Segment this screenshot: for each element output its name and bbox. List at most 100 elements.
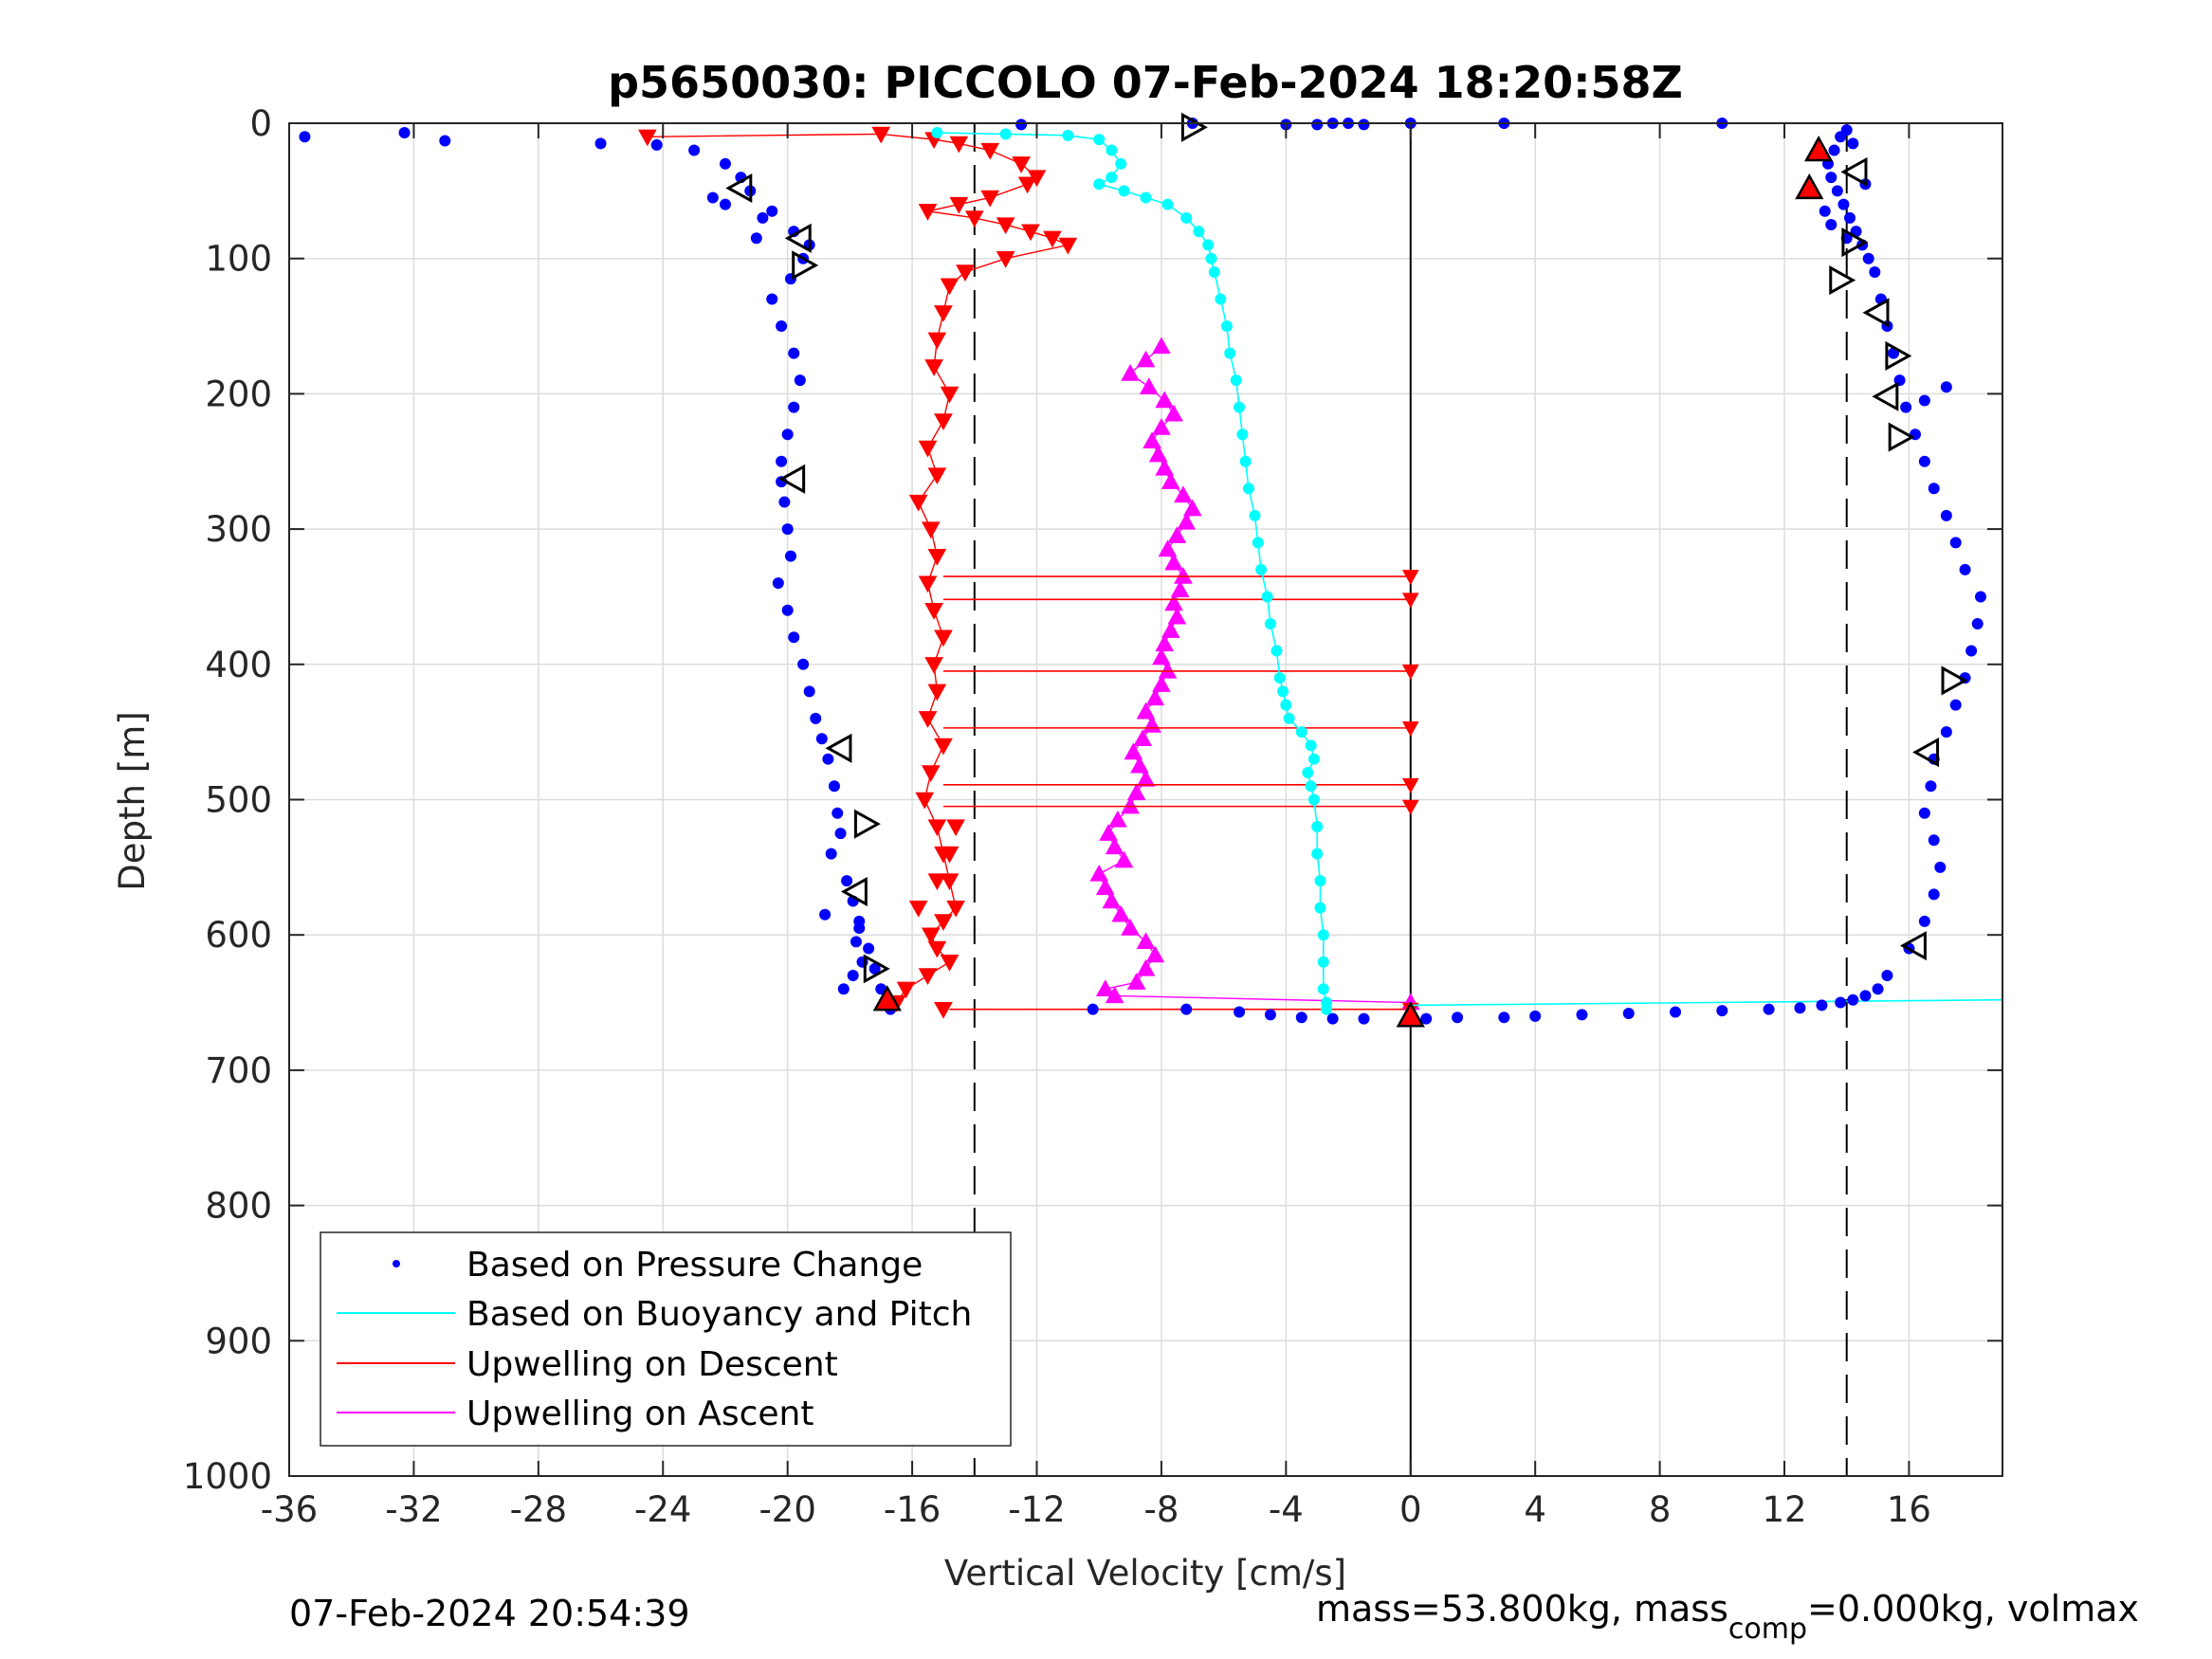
descent-upwelling-marker-46 (918, 968, 938, 986)
descent-upwelling-marker-37 (915, 792, 935, 810)
pressure-descent-point-32 (797, 658, 810, 670)
ascent-upwelling-marker-45 (1164, 404, 1183, 422)
x-tick-label-1: -32 (385, 1489, 442, 1530)
descent-upwelling-marker-52 (946, 819, 965, 837)
pressure-descent-point-24 (776, 455, 788, 467)
buoyancy-descent-point-16 (1215, 293, 1227, 305)
turn-marker-right-1 (792, 250, 819, 281)
descent-upwelling-marker-45 (940, 955, 960, 972)
x-tick-label-11: 8 (1649, 1489, 1672, 1530)
buoyancy-descent-point-35 (1305, 739, 1317, 752)
y-tick-label-8: 800 (205, 1186, 272, 1227)
pressure-descent-point-27 (781, 523, 794, 536)
ascent-upwelling-marker-46 (1155, 391, 1175, 409)
footer-timestamp: 07-Feb-2024 20:54:39 (289, 1593, 690, 1634)
turn-marker-left-1 (784, 223, 812, 253)
ascent-upwelling-marker-48 (1121, 363, 1140, 381)
pressure-ascent-point-6 (1358, 1012, 1370, 1025)
ascent-upwelling-marker-21 (1133, 729, 1153, 746)
pressure-ascent-point-3 (1264, 1009, 1276, 1021)
turn-marker-left-8 (1912, 738, 1940, 768)
pressure-ascent-point-39 (1940, 509, 1952, 521)
stalled-marker-5 (1401, 799, 1419, 815)
descent-upwelling-marker-35 (934, 738, 953, 756)
pressure-ascent-point-40 (1928, 483, 1940, 495)
pressure-descent-point-9 (719, 198, 731, 210)
buoyancy-descent-point-10 (1161, 198, 1174, 210)
pressure-ascent-point-11 (1576, 1009, 1588, 1021)
descent-upwelling-marker-22 (940, 386, 960, 404)
turn-marker-right-6 (1885, 340, 1912, 371)
pressure-ascent-point-0 (1087, 1003, 1099, 1015)
stalled-marker-1 (1401, 592, 1419, 609)
y-tick-label-7: 700 (205, 1050, 272, 1091)
stalled-marker-0 (1401, 570, 1419, 586)
pressure-surface-point-6 (1358, 118, 1370, 131)
descent-upwelling-marker-13 (1021, 224, 1040, 242)
turn-marker-right-2 (853, 809, 881, 839)
buoyancy-descent-point-1 (999, 128, 1012, 140)
descent-upwelling-marker-7 (1017, 176, 1037, 194)
buoyancy-descent-point-32 (1280, 699, 1292, 711)
ascent-upwelling-marker-38 (1182, 499, 1202, 517)
pressure-descent-point-20 (788, 347, 800, 359)
y-tick-label-4: 400 (205, 645, 272, 685)
buoyancy-descent-point-2 (1062, 129, 1074, 141)
x-tick-label-3: -24 (634, 1489, 691, 1530)
buoyancy-descent-point-4 (1106, 144, 1118, 156)
legend-label-buoyancy: Based on Buoyancy and Pitch (466, 1295, 972, 1334)
descent-upwelling-marker-43 (921, 927, 941, 945)
buoyancy-descent-point-3 (1093, 134, 1106, 146)
turn-marker-left-9 (1899, 931, 1927, 961)
ascent-upwelling-marker-20 (1124, 742, 1143, 760)
descent-upwelling-marker-8 (980, 190, 1000, 208)
descent-upwelling-marker-16 (996, 251, 1015, 268)
buoyancy-descent-point-30 (1273, 672, 1286, 684)
turn-marker-red-1 (1795, 173, 1824, 200)
buoyancy-descent-point-43 (1314, 902, 1326, 914)
pressure-ascent-point-60 (1847, 137, 1859, 150)
descent-upwelling-marker-42 (934, 914, 953, 931)
buoyancy-descent-point-44 (1317, 929, 1329, 941)
pressure-descent-point-2 (439, 135, 451, 147)
ascent-upwelling-marker-26 (1158, 661, 1178, 679)
buoyancy-descent-point-38 (1305, 780, 1317, 793)
descent-upwelling-marker-10 (918, 204, 938, 221)
descent-upwelling-marker-9 (949, 196, 969, 214)
pressure-ascent-point-2 (1234, 1006, 1246, 1018)
descent-upwelling-marker-1 (871, 126, 891, 144)
buoyancy-descent-point-8 (1118, 185, 1130, 197)
pressure-descent-point-36 (822, 753, 834, 765)
pressure-ascent-point-48 (1869, 265, 1881, 278)
ascent-upwelling-marker-18 (1136, 770, 1156, 787)
ascent-upwelling-marker-19 (1130, 756, 1149, 774)
ascent-upwelling-marker-47 (1139, 377, 1159, 394)
buoyancy-descent-point-21 (1236, 428, 1249, 441)
pressure-descent-point-22 (788, 401, 800, 413)
x-tick-label-5: -16 (884, 1489, 941, 1530)
pressure-ascent-point-59 (1840, 124, 1853, 137)
turn-marker-right-4 (1841, 228, 1869, 258)
ascent-upwelling-marker-39 (1174, 485, 1193, 503)
ascent-upwelling-marker-36 (1167, 526, 1187, 543)
ascent-upwelling-marker-40 (1161, 472, 1180, 489)
pressure-ascent-point-20 (1859, 990, 1872, 1002)
ascent-upwelling-marker-5 (1145, 945, 1165, 963)
descent-upwelling-marker-19 (934, 305, 953, 322)
footer-mass-info: mass=53.800kg, masscomp=0.000kg, volmax (1316, 1588, 2139, 1646)
pressure-ascent-point-27 (1928, 834, 1940, 847)
pressure-descent-point-1 (398, 126, 411, 138)
descent-upwelling-marker-44 (927, 940, 947, 958)
turn-marker-right-7 (1888, 422, 1915, 452)
pressure-descent-point-11 (757, 211, 769, 224)
turn-marker-left-6 (1862, 298, 1890, 328)
descent-upwelling-marker-3 (949, 136, 969, 154)
descent-upwelling-marker-51 (940, 846, 960, 864)
descent-upwelling-marker-4 (980, 142, 1000, 160)
descent-upwelling-marker-31 (934, 629, 953, 647)
turn-marker-right-3 (863, 954, 890, 984)
descent-upwelling-marker-25 (927, 467, 947, 485)
y-tick-label-2: 200 (205, 374, 272, 414)
legend-box (320, 1231, 1012, 1447)
pressure-ascent-point-19 (1847, 994, 1859, 1006)
